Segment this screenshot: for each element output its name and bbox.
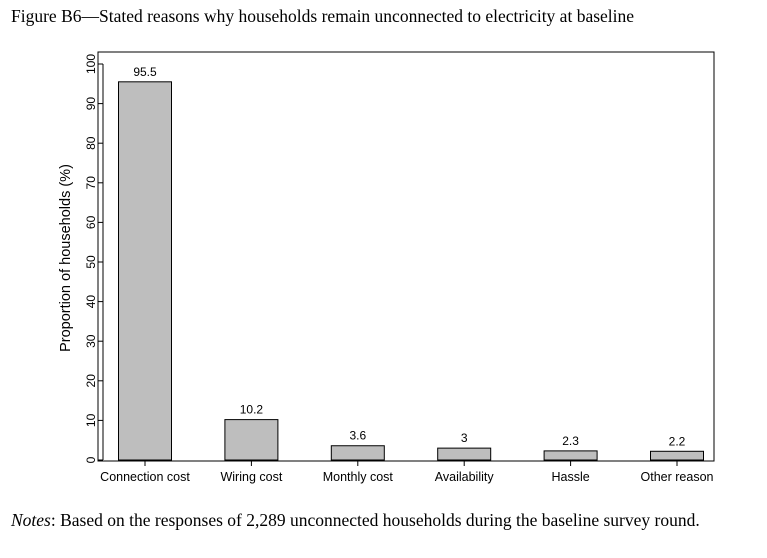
y-tick-label: 90 [84,97,98,111]
x-tick-label: Monthly cost [323,470,394,484]
figure-notes: Notes: Based on the responses of 2,289 u… [11,508,751,532]
y-tick-label: 30 [84,334,98,348]
x-tick-label: Availability [435,470,495,484]
x-tick-label: Wiring cost [220,470,282,484]
bar-value-label: 10.2 [240,403,264,417]
x-tick-label: Other reason [641,470,714,484]
y-tick-label: 80 [84,136,98,150]
bar [224,419,279,461]
bar-value-label: 2.3 [562,434,579,448]
bar-value-label: 3 [461,431,468,445]
y-axis-title: Proportion of households (%) [58,164,74,352]
y-tick-label: 60 [84,215,98,229]
bar-value-label: 95.5 [133,65,157,79]
plot-frame [97,51,715,462]
bars-group: 95.5 10.2 3.6 3 2.3 2.2 [118,65,704,461]
bar [650,450,704,461]
y-tick-label: 10 [84,413,98,427]
y-tick-label: 40 [84,295,98,309]
bar-value-label: 3.6 [349,429,366,443]
y-tick-label: 0 [84,456,98,463]
notes-text: : Based on the responses of 2,289 unconn… [50,510,700,530]
y-axis: 0 10 20 30 40 50 60 70 80 90 100 [84,54,104,463]
bar [118,81,172,461]
x-tick-label: Hassle [551,470,589,484]
bar [437,447,492,461]
bar [543,450,598,461]
x-tick-label: Connection cost [100,470,190,484]
figure-title: Figure B6—Stated reasons why households … [11,6,635,26]
y-tick-label: 100 [84,54,98,74]
notes-label: Notes [11,510,51,530]
bar-value-label: 2.2 [669,434,686,448]
x-axis: Connection cost Wiring cost Monthly cost Av… [100,461,714,484]
y-tick-label: 70 [84,176,98,190]
bar [330,445,385,461]
bar-chart: Proportion of households (%) 0 10 20 30 40 50… [58,51,715,484]
y-tick-label: 50 [84,255,98,269]
y-tick-label: 20 [84,374,98,388]
